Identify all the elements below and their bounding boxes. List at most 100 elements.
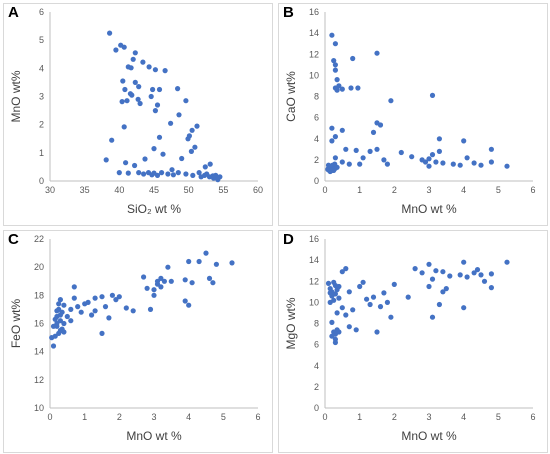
x-tick-label: 5	[221, 412, 226, 422]
data-point	[132, 162, 138, 169]
data-point	[367, 301, 373, 308]
data-point	[102, 304, 109, 310]
data-point	[332, 134, 338, 140]
x-tick-label: 3	[151, 412, 156, 422]
data-point	[488, 146, 494, 152]
x-tick-label: 6	[530, 185, 535, 195]
data-point	[52, 316, 58, 322]
y-tick-label: 4	[39, 63, 44, 73]
data-point	[367, 148, 373, 154]
data-point	[154, 172, 161, 178]
y-tick-label: 22	[34, 234, 44, 244]
data-point	[61, 320, 67, 327]
data-point	[162, 68, 168, 74]
data-point	[374, 146, 380, 152]
x-tick-label: 2	[117, 412, 122, 422]
data-point	[471, 270, 477, 276]
data-point	[130, 56, 136, 62]
data-point	[336, 295, 342, 301]
data-point	[169, 167, 175, 173]
data-point	[325, 280, 332, 286]
data-point	[426, 156, 432, 162]
x-tick-label: 4	[461, 412, 466, 422]
data-point	[412, 266, 418, 272]
data-point	[419, 270, 425, 276]
data-point	[450, 161, 456, 167]
data-point	[374, 50, 380, 56]
data-point	[327, 290, 333, 296]
data-point	[457, 272, 463, 278]
data-point	[210, 173, 216, 179]
data-point	[217, 174, 223, 180]
y-tick-label: 5	[39, 35, 44, 45]
data-point	[68, 318, 74, 324]
x-tick-label: 3	[426, 185, 431, 195]
data-point	[348, 85, 354, 91]
data-point	[75, 304, 81, 310]
panel-a: 30 35 40 45 50 55 60 0 1 2 3 4 5 6 SiO₂ wt % MnO wt% A	[0, 0, 275, 227]
y-tick-label: 14	[34, 347, 44, 357]
data-point	[170, 172, 176, 178]
data-point	[57, 312, 64, 318]
x-tick-label: 2	[392, 185, 397, 195]
data-point	[409, 154, 415, 160]
data-point	[332, 67, 338, 73]
data-point	[156, 86, 163, 93]
data-point	[203, 250, 209, 256]
data-point	[339, 127, 345, 133]
data-point	[329, 167, 335, 173]
data-point	[332, 155, 338, 161]
data-point	[334, 310, 340, 316]
data-point	[436, 301, 442, 308]
data-point	[113, 297, 119, 303]
data-point	[488, 271, 494, 277]
data-point	[357, 283, 363, 290]
data-point	[370, 294, 377, 300]
data-point	[113, 47, 119, 53]
x-tick-label: 3	[426, 412, 431, 422]
data-point	[146, 64, 152, 70]
data-point	[388, 314, 394, 320]
data-point	[464, 274, 470, 280]
y-tick-label: 3	[39, 92, 44, 102]
data-point	[136, 84, 142, 90]
data-point	[156, 134, 163, 140]
x-tick-label: 0	[47, 412, 52, 422]
data-point	[122, 86, 128, 93]
data-point	[478, 162, 484, 168]
data-point	[426, 261, 432, 267]
x-tick-label: 0	[322, 412, 327, 422]
data-point	[159, 170, 165, 176]
data-point	[210, 280, 216, 286]
x-tick-label: 1	[82, 412, 87, 422]
x-tick-label: 6	[255, 412, 260, 422]
data-point	[116, 294, 122, 300]
x-axis-title: SiO₂ wt %	[127, 202, 181, 216]
x-tick-label: 40	[114, 185, 124, 195]
data-point	[443, 286, 449, 292]
x-tick-label: 55	[218, 185, 228, 195]
x-axis-title: MnO wt %	[126, 429, 182, 443]
data-point	[176, 112, 182, 118]
data-point	[213, 261, 219, 267]
data-point	[151, 146, 157, 152]
data-point	[194, 123, 200, 129]
data-point	[192, 144, 198, 150]
data-point	[332, 339, 338, 346]
data-point	[160, 151, 166, 157]
y-tick-label: 2	[39, 120, 44, 130]
data-point	[182, 298, 188, 304]
data-point	[343, 312, 349, 318]
x-tick-label: 0	[322, 185, 327, 195]
data-point	[183, 98, 189, 104]
data-point	[196, 170, 202, 176]
data-point	[381, 157, 387, 163]
y-tick-label: 16	[309, 234, 319, 244]
data-point	[388, 98, 394, 104]
data-point	[339, 159, 345, 165]
data-point	[229, 260, 235, 266]
y-tick-label: 2	[314, 382, 319, 392]
data-point	[325, 162, 332, 168]
